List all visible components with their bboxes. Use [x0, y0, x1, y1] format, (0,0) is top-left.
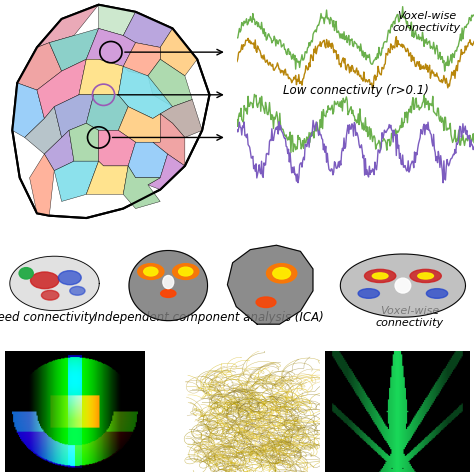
Polygon shape — [118, 107, 160, 142]
Polygon shape — [45, 130, 74, 171]
Ellipse shape — [418, 273, 433, 279]
Text: Voxel-based: Voxel-based — [363, 338, 434, 351]
Ellipse shape — [395, 278, 410, 293]
Ellipse shape — [266, 264, 297, 283]
Polygon shape — [118, 66, 173, 118]
Polygon shape — [54, 161, 99, 201]
Text: Voxel-wise
connectivity: Voxel-wise connectivity — [392, 11, 461, 33]
Polygon shape — [148, 59, 192, 107]
Ellipse shape — [173, 264, 199, 280]
Text: Voxel-wise
connectivity: Voxel-wise connectivity — [376, 306, 444, 328]
Polygon shape — [123, 43, 160, 76]
Ellipse shape — [365, 269, 396, 283]
Polygon shape — [12, 83, 45, 137]
Ellipse shape — [58, 271, 81, 285]
Ellipse shape — [163, 275, 173, 289]
Polygon shape — [10, 256, 99, 310]
Text: Seed connectivity: Seed connectivity — [0, 311, 95, 324]
Ellipse shape — [70, 286, 85, 295]
Polygon shape — [37, 59, 86, 118]
Ellipse shape — [144, 267, 158, 276]
Polygon shape — [128, 142, 168, 178]
Polygon shape — [123, 166, 160, 209]
Polygon shape — [86, 95, 128, 130]
Polygon shape — [49, 28, 99, 71]
Ellipse shape — [410, 269, 441, 283]
Polygon shape — [79, 59, 123, 95]
Polygon shape — [25, 107, 62, 154]
Ellipse shape — [30, 272, 59, 289]
Polygon shape — [86, 28, 136, 66]
Ellipse shape — [138, 264, 164, 280]
Ellipse shape — [358, 289, 379, 298]
Polygon shape — [160, 100, 202, 137]
Polygon shape — [123, 12, 173, 47]
Text: Tract-based and tractography: Tract-based and tractography — [149, 338, 325, 351]
Polygon shape — [129, 251, 208, 320]
Polygon shape — [29, 154, 54, 216]
Polygon shape — [17, 43, 62, 90]
Polygon shape — [153, 114, 185, 166]
Polygon shape — [69, 123, 99, 161]
Ellipse shape — [273, 268, 291, 279]
Polygon shape — [160, 28, 197, 76]
Polygon shape — [86, 161, 128, 194]
Ellipse shape — [41, 291, 59, 300]
Polygon shape — [54, 95, 94, 137]
Polygon shape — [99, 5, 136, 36]
Text: b: b — [6, 338, 18, 356]
Ellipse shape — [372, 273, 388, 279]
Polygon shape — [228, 245, 313, 324]
Text: Independent component analysis (ICA): Independent component analysis (ICA) — [94, 311, 323, 324]
Ellipse shape — [256, 297, 276, 308]
Polygon shape — [12, 5, 210, 218]
Polygon shape — [148, 154, 185, 190]
Ellipse shape — [426, 289, 447, 298]
Ellipse shape — [179, 267, 193, 276]
Polygon shape — [340, 254, 465, 317]
Text: Region of interest: Region of interest — [14, 338, 119, 351]
Ellipse shape — [161, 290, 176, 297]
Circle shape — [19, 268, 33, 279]
Polygon shape — [37, 5, 99, 47]
Polygon shape — [99, 130, 136, 166]
Text: Low connectivity (r>0.1): Low connectivity (r>0.1) — [283, 83, 428, 97]
